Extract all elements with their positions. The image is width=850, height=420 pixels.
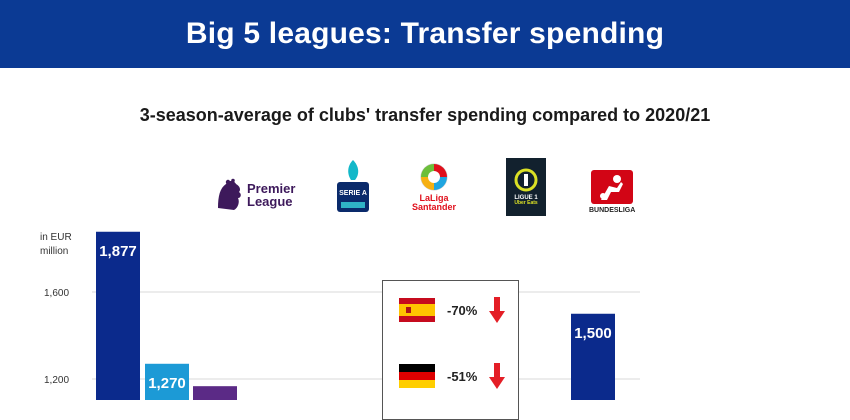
league-logos: Premier League SERIE A LaLiga Santander bbox=[0, 150, 850, 220]
bundesliga-text: BUNDESLIGA bbox=[589, 207, 636, 214]
ligue-1-logo: LIGUE 1 Uber Eats bbox=[506, 158, 546, 216]
down-arrow-icon bbox=[489, 297, 505, 323]
callout-row-spain: -70% bbox=[399, 297, 505, 323]
y-tick-label: 1,200 bbox=[44, 375, 69, 386]
bar-value-label: 1,167 bbox=[196, 397, 234, 400]
chart-subtitle: 3-season-average of clubs' transfer spen… bbox=[139, 105, 711, 125]
callout-row-germany: -51% bbox=[399, 363, 505, 389]
premier-league-logo: Premier League bbox=[214, 178, 295, 212]
premier-league-lion-icon bbox=[218, 178, 241, 210]
bar bbox=[571, 313, 615, 400]
bundesliga-icon bbox=[591, 170, 634, 204]
bar bbox=[145, 363, 189, 400]
page-title: Big 5 leagues: Transfer spending bbox=[185, 17, 665, 50]
laliga-ball-icon bbox=[420, 163, 448, 191]
y-tick-label: 1,600 bbox=[44, 288, 69, 299]
down-arrow-icon bbox=[489, 363, 505, 389]
bar-value-label: 1,270 bbox=[148, 375, 186, 392]
header-banner: Big 5 leagues: Transfer spending bbox=[0, 0, 850, 68]
serie-a-logo: SERIE A bbox=[335, 158, 371, 214]
premier-league-text-2: League bbox=[247, 194, 293, 209]
bundesliga-logo: BUNDESLIGA bbox=[589, 170, 635, 214]
bar bbox=[96, 231, 140, 400]
premier-league-text-1: Premier bbox=[247, 181, 296, 196]
bar-value-label: 1,500 bbox=[574, 325, 612, 342]
bar-chart: in EUR million 1,200 1,600 1,877 1,270 1,16… bbox=[40, 231, 640, 400]
serie-a-text: SERIE A bbox=[339, 190, 367, 197]
germany-flag-icon bbox=[399, 364, 435, 388]
spain-flag-icon bbox=[399, 298, 435, 322]
change-callout: -70% -51% bbox=[382, 280, 519, 420]
serie-a-icon: SERIE A bbox=[337, 160, 369, 212]
laliga-logo: LaLiga Santander bbox=[412, 162, 456, 212]
bar bbox=[193, 386, 237, 400]
laliga-text-2: Santander bbox=[412, 202, 457, 212]
y-axis-label-line1: in EUR bbox=[40, 232, 72, 243]
bar-value-label: 1,877 bbox=[99, 243, 137, 260]
ligue-1-icon bbox=[514, 168, 538, 192]
ligue-1-text-1: LIGUE 1 bbox=[514, 195, 538, 201]
germany-change: -51% bbox=[447, 368, 478, 384]
spain-change: -70% bbox=[447, 302, 478, 318]
y-axis-label-line2: million bbox=[40, 246, 68, 257]
laliga-text-1: LaLiga bbox=[419, 193, 449, 203]
ligue-1-text-2: Uber Eats bbox=[514, 200, 538, 206]
